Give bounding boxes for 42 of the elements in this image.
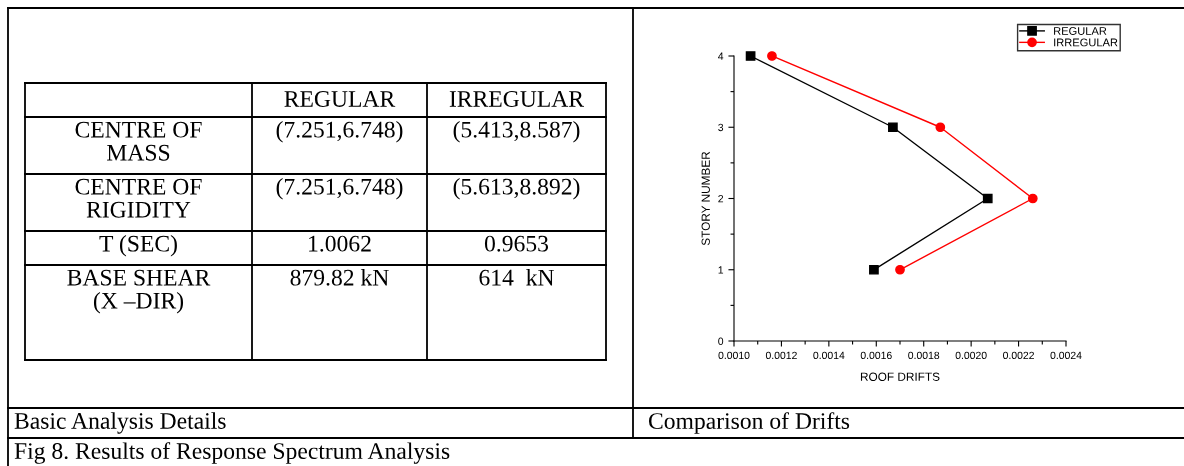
text: Basic Analysis Details <box>14 412 226 434</box>
y-tick-label: 2 <box>718 195 724 203</box>
point <box>935 122 946 133</box>
text: 1.0062 <box>309 235 371 252</box>
text: Comparison of Drifts <box>648 412 850 434</box>
point <box>869 264 879 275</box>
category-label: IRREGULAR <box>449 91 585 107</box>
category-label: REGULAR <box>284 91 396 107</box>
x-tick-label: 0.0022 <box>1003 351 1034 360</box>
x-tick-label: 0.0018 <box>908 351 940 360</box>
x-tick-label: 0.0010 <box>718 351 750 360</box>
legend-label: REGULAR <box>1054 27 1107 35</box>
category-label: CENTRE OF RIGIDITY <box>75 178 202 218</box>
caption: Fig 8. Results of Response Spectrum Analysis <box>14 442 450 464</box>
y-tick-label: 4 <box>718 52 724 60</box>
x-tick-label: 0.0016 <box>860 351 892 360</box>
text: (5.613,8.892) <box>453 178 580 200</box>
x-tick-label: 0.0012 <box>765 351 797 360</box>
point <box>982 193 993 204</box>
category-label: CENTRE OF MASS <box>75 121 202 161</box>
point <box>767 51 777 61</box>
y-tick-label: 1 <box>718 266 724 274</box>
text: 0.9653 <box>484 235 549 252</box>
point <box>895 264 905 275</box>
text: (7.251,6.748) <box>276 178 403 200</box>
x-axis-title: ROOF DRIFTS <box>860 372 940 381</box>
text: 879.82 kN <box>290 269 389 286</box>
legend-label: IRREGULAR <box>1054 38 1118 47</box>
text: (5.413,8.587) <box>453 121 580 143</box>
x-tick-label: 0.0020 <box>955 351 987 360</box>
text: (7.251,6.748) <box>276 121 403 143</box>
y-tick-label: 3 <box>718 123 724 132</box>
category-label: T (SEC) <box>99 235 177 257</box>
point <box>745 51 756 61</box>
text: 614 kN <box>479 269 554 286</box>
y-axis-title: STORY NUMBER <box>701 151 710 246</box>
point <box>1027 193 1038 204</box>
x-tick-label: 0.0014 <box>813 351 845 360</box>
category-label: BASE SHEAR (X –DIR) <box>67 269 211 314</box>
point <box>888 122 898 133</box>
y-tick-label: 0 <box>718 337 724 345</box>
x-tick-label: 0.0024 <box>1050 351 1082 360</box>
